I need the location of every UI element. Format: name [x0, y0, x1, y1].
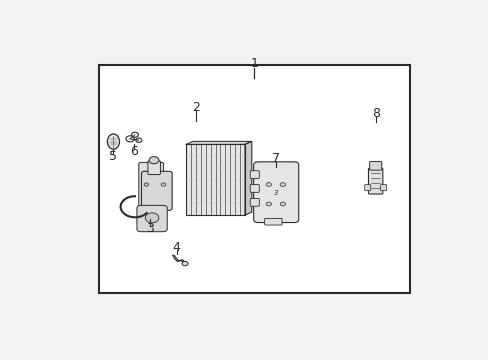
Text: 7: 7: [272, 152, 280, 165]
Circle shape: [161, 183, 165, 186]
FancyBboxPatch shape: [139, 162, 163, 214]
Text: 5: 5: [109, 150, 117, 163]
FancyBboxPatch shape: [364, 185, 370, 191]
Circle shape: [145, 213, 159, 223]
Text: 6: 6: [130, 145, 138, 158]
FancyBboxPatch shape: [147, 161, 160, 175]
FancyBboxPatch shape: [253, 162, 298, 222]
Circle shape: [265, 183, 271, 186]
Circle shape: [280, 202, 285, 206]
Polygon shape: [244, 141, 251, 215]
Text: 3: 3: [274, 190, 278, 196]
FancyBboxPatch shape: [264, 219, 282, 225]
Circle shape: [144, 183, 148, 186]
Text: 8: 8: [371, 107, 379, 120]
Circle shape: [182, 261, 188, 266]
Bar: [99, 66, 409, 293]
Text: 3: 3: [146, 222, 154, 235]
Text: 4: 4: [172, 241, 180, 254]
FancyBboxPatch shape: [380, 185, 386, 191]
Circle shape: [265, 202, 271, 206]
FancyBboxPatch shape: [369, 162, 381, 170]
FancyBboxPatch shape: [250, 171, 259, 179]
Bar: [186, 144, 244, 215]
FancyBboxPatch shape: [368, 168, 382, 194]
FancyBboxPatch shape: [250, 198, 259, 206]
FancyBboxPatch shape: [250, 185, 259, 192]
Text: 2: 2: [191, 101, 199, 114]
FancyBboxPatch shape: [141, 171, 172, 210]
Circle shape: [149, 157, 159, 164]
Circle shape: [280, 183, 285, 186]
FancyBboxPatch shape: [137, 205, 167, 232]
Polygon shape: [186, 141, 251, 144]
Ellipse shape: [107, 134, 119, 149]
Text: 1: 1: [250, 58, 258, 71]
